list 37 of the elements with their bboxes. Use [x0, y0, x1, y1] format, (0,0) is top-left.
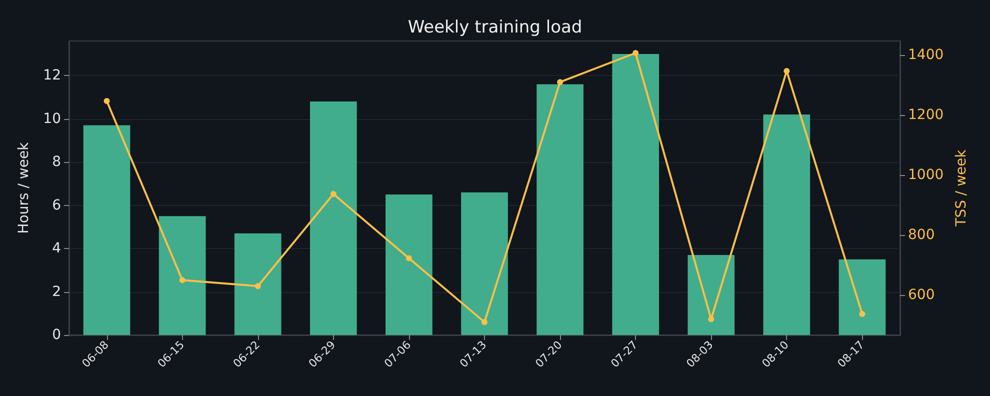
y2-tick-label: 800 [908, 227, 935, 244]
point [859, 311, 866, 317]
point [406, 255, 412, 262]
point [179, 277, 186, 284]
bar [83, 125, 130, 335]
y-tick-label: 8 [52, 154, 61, 170]
bar [763, 114, 810, 335]
y2-tick-label: 1000 [908, 167, 944, 184]
bar [386, 194, 432, 335]
bar [234, 233, 282, 335]
point [557, 79, 564, 86]
y-tick-label: 12 [43, 68, 61, 84]
point [708, 316, 714, 322]
point [254, 283, 261, 290]
point [104, 98, 110, 104]
y-axis-title: Hours / week [16, 141, 32, 234]
y2-axis-title: TSS / week [954, 148, 970, 228]
point [784, 68, 790, 74]
point [632, 50, 639, 56]
bar [310, 102, 357, 335]
y-tick-label: 6 [52, 197, 62, 214]
chart-title: Weekly training load [408, 18, 582, 38]
point [330, 191, 336, 197]
bar [612, 54, 660, 335]
y-tick-label: 0 [52, 327, 61, 343]
bar [838, 259, 886, 335]
bar [536, 84, 584, 335]
y2-tick-label: 1200 [908, 107, 944, 124]
point [482, 319, 488, 326]
y2-tick-label: 1400 [908, 47, 944, 64]
y-tick-label: 10 [43, 110, 61, 127]
y-tick-label: 4 [52, 240, 62, 257]
y2-tick-label: 600 [908, 287, 935, 304]
bar [158, 216, 206, 335]
bar [461, 192, 508, 335]
y-tick-label: 2 [52, 284, 61, 300]
bar [688, 255, 735, 335]
